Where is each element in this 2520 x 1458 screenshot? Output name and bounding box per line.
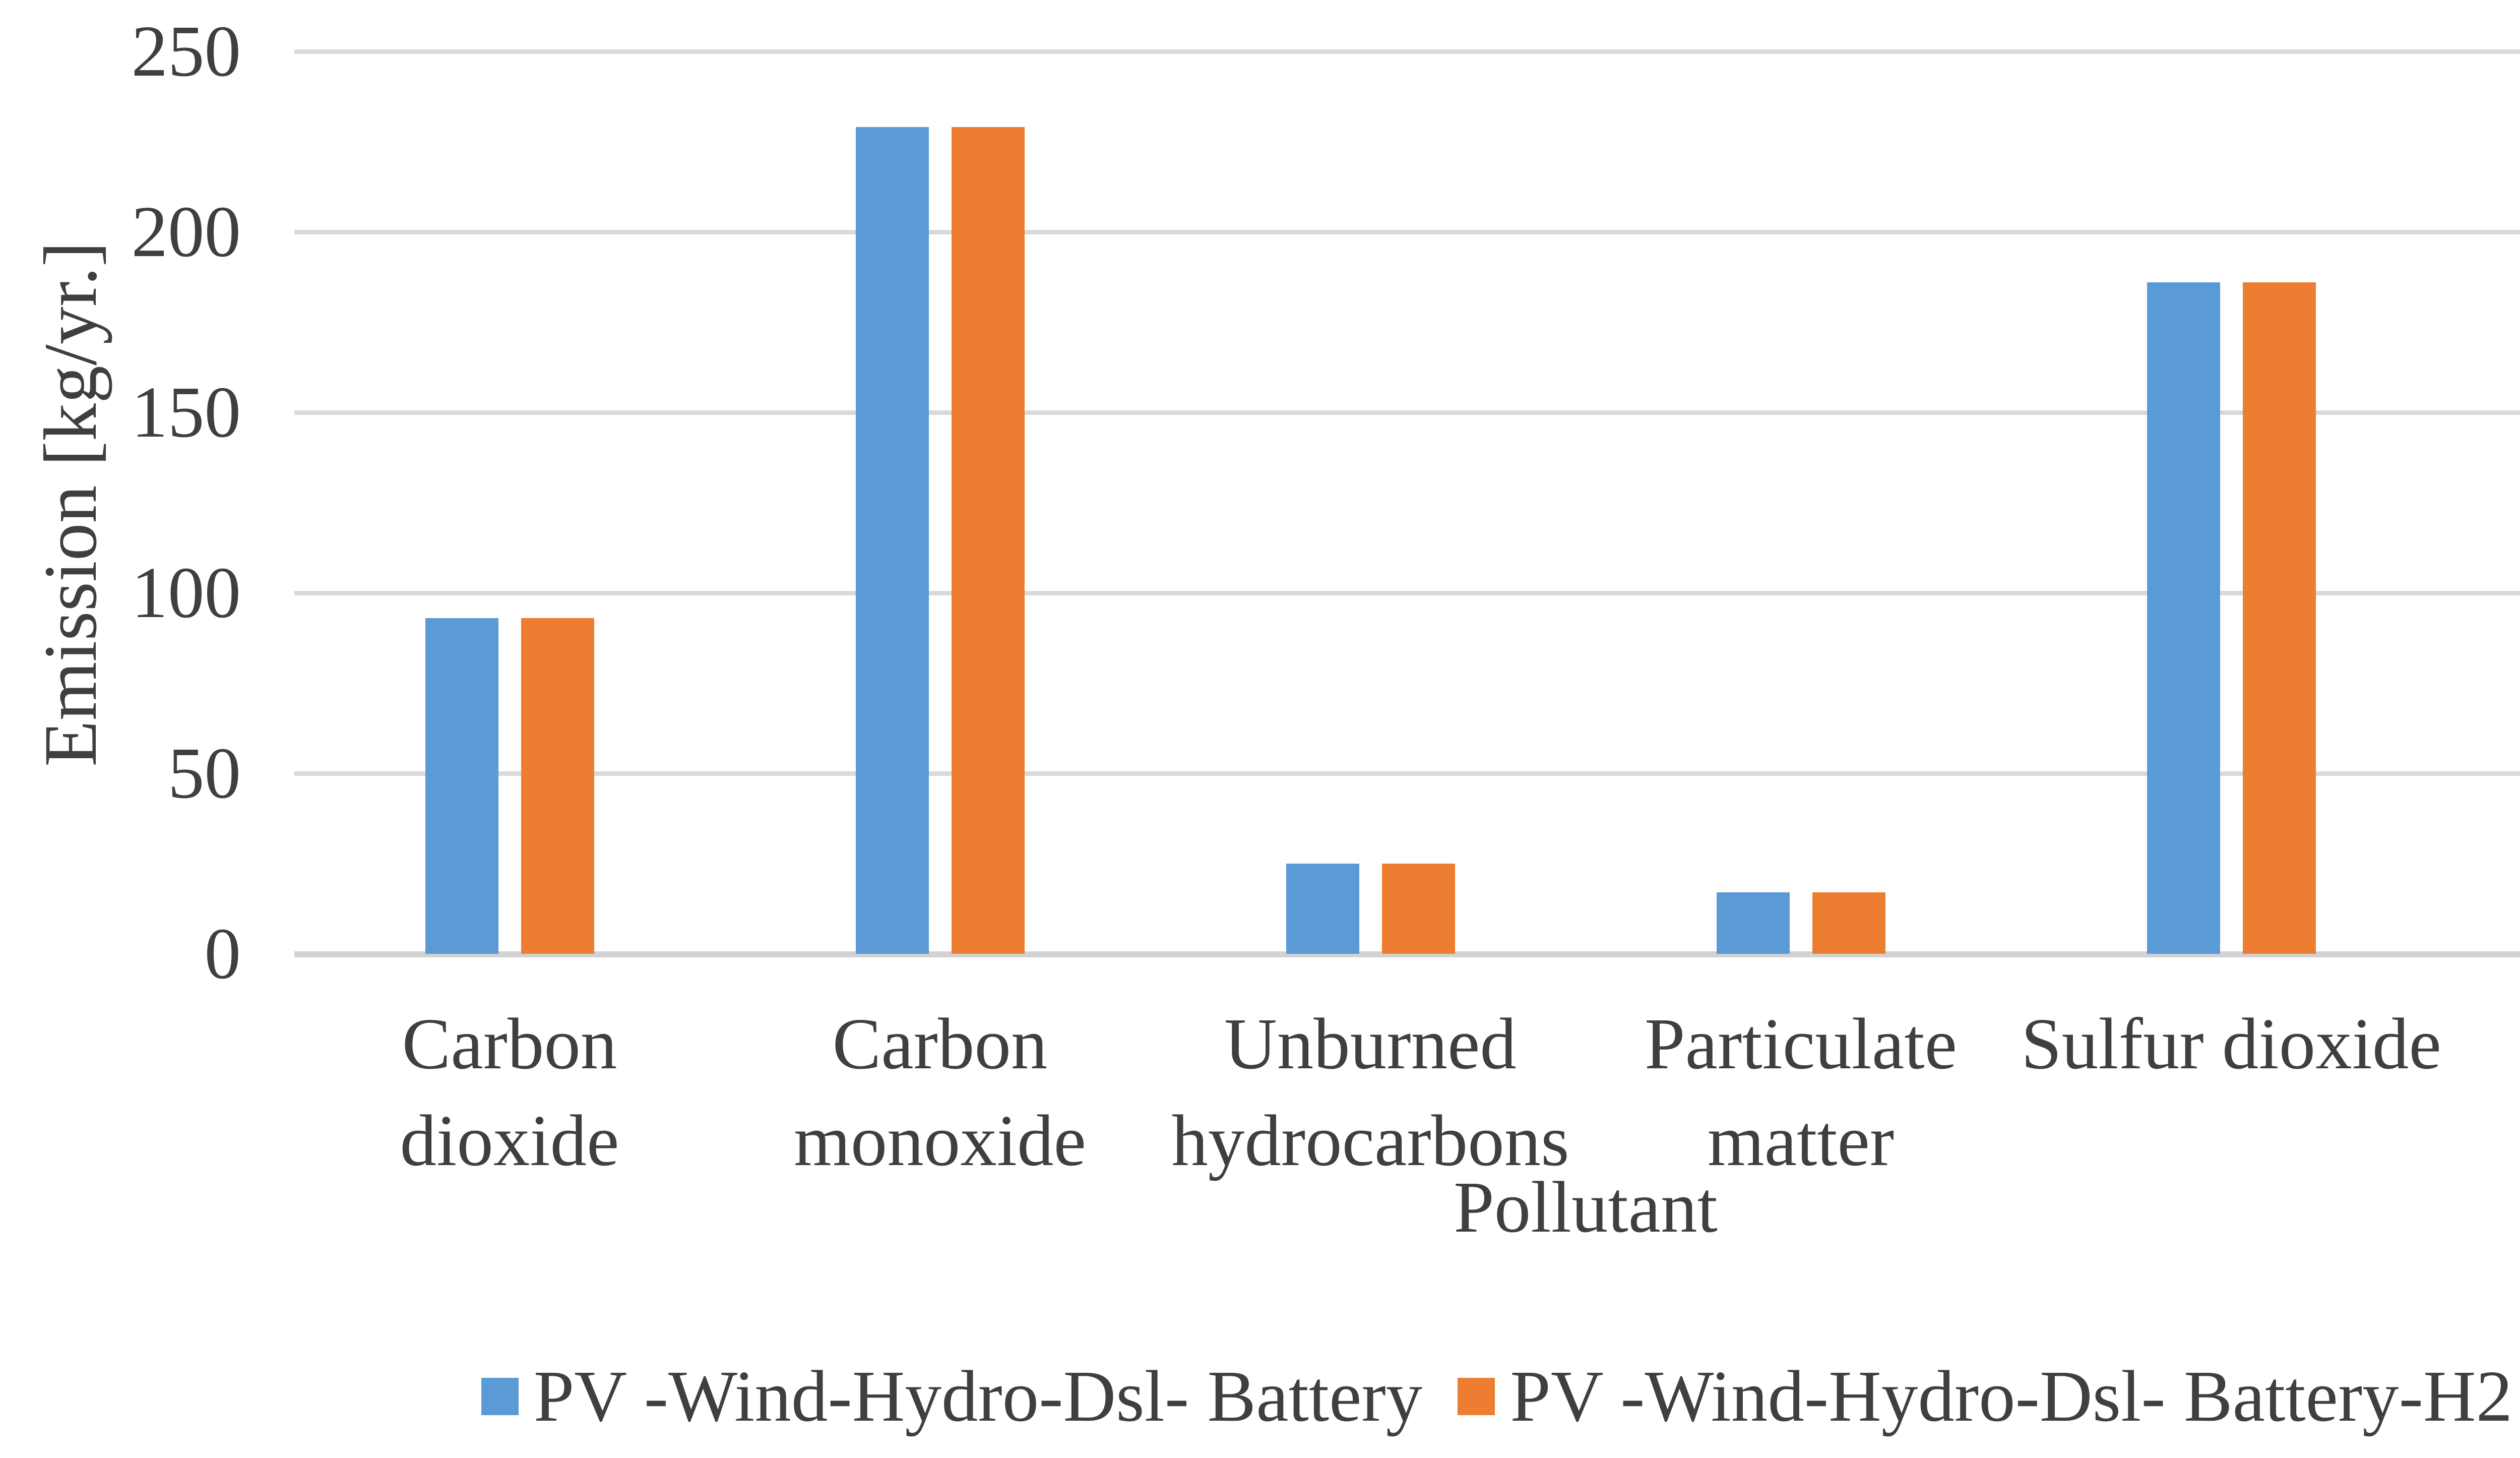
chart-legend: PV -Wind-Hydro-Dsl- Battery PV -Wind-Hydr… [45,1356,2520,1437]
legend-color-swatch [1458,1378,1495,1415]
x-tick-label-line: monoxide [794,1101,1086,1181]
bar-series-battery [1286,864,1359,954]
x-tick-label-line: hydrocarbons [1171,1101,1569,1181]
bar-series-battery-h2 [1812,892,1885,954]
bar-group [2446,51,2520,954]
plot-area [294,49,2520,957]
y-tick-label: 0 [204,914,241,994]
x-tick-label-line: Particulate [1644,1004,1957,1084]
grid-line [294,591,2520,595]
y-axis-tick-labels: 250 200 150 100 50 0 [0,15,241,991]
x-tick-label-line: Nitrogen [2446,996,2520,1092]
bar-series-battery-h2 [1381,864,1455,954]
bar-series-battery [1716,892,1790,954]
legend-color-swatch [481,1378,519,1415]
bar-series-battery [2147,282,2220,954]
x-tick-label: Sulfur dioxide [2016,996,2446,1189]
y-tick-label: 200 [131,192,241,272]
x-tick-label-line: Carbon [832,1004,1048,1084]
bar-series-battery [425,618,498,954]
legend-label: PV -Wind-Hydro-Dsl- Battery-H2 [1510,1356,2513,1437]
x-tick-label-line: Carbon dioxide [400,1004,619,1181]
bar-series-battery-h2 [521,618,594,954]
x-axis-line [294,951,2520,957]
y-tick-label: 250 [131,11,241,92]
x-axis-title: Pollutant [1454,1167,1718,1248]
x-tick-label: Particulate matter [1586,996,2016,1189]
y-tick-label: 150 [131,372,241,453]
bar-series-battery-h2 [2242,282,2316,954]
grid-line [294,410,2520,415]
x-tick-label: Unburned hydrocarbons [1155,996,1586,1189]
legend-item: PV -Wind-Hydro-Dsl- Battery [481,1356,1422,1437]
x-axis-category-labels: Carbon dioxide Carbon monoxide Unburned hydr… [294,996,2520,1189]
x-tick-label-line: Sulfur dioxide [2021,1004,2441,1084]
bar-group [1155,51,1586,954]
bar-group [725,51,1155,954]
bar-group [1586,51,2016,954]
y-tick-label: 50 [168,733,241,814]
bar-group [2016,51,2446,954]
bar-group [294,51,725,954]
x-tick-label: Carbon dioxide [294,996,725,1189]
y-tick-label: 100 [131,553,241,633]
legend-label: PV -Wind-Hydro-Dsl- Battery [533,1356,1423,1437]
x-tick-label-line: Unburned [1224,1004,1517,1084]
grid-line [294,49,2520,54]
legend-item: PV -Wind-Hydro-Dsl- Battery-H2 [1458,1356,2512,1437]
bar-series-battery-h2 [951,127,1025,954]
x-tick-label: Carbon monoxide [725,996,1155,1189]
grid-line [294,771,2520,776]
grid-line [294,230,2520,234]
x-tick-label-line: matter [1707,1101,1895,1181]
bar-series-battery [855,127,929,954]
